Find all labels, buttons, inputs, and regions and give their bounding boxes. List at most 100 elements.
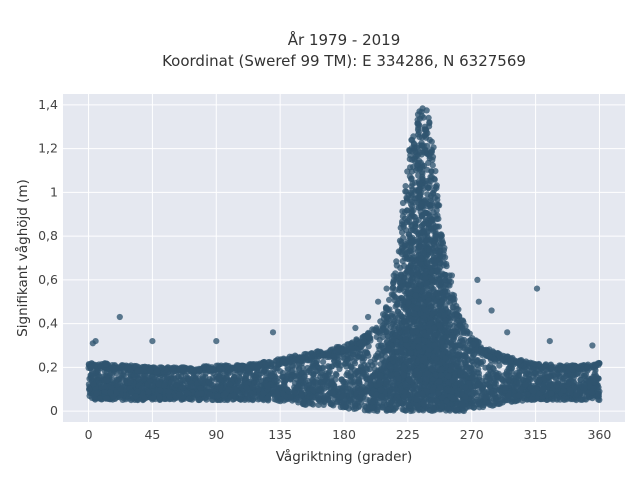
data-point <box>408 335 415 342</box>
data-point <box>399 258 406 265</box>
data-point <box>134 388 141 395</box>
data-point <box>369 404 376 411</box>
data-point <box>453 407 460 414</box>
data-point <box>86 392 93 400</box>
data-point <box>393 338 400 345</box>
data-point <box>249 383 256 390</box>
data-point <box>387 392 394 399</box>
data-point <box>405 401 412 408</box>
data-point <box>354 369 361 376</box>
data-point <box>547 381 554 388</box>
data-point <box>414 248 421 255</box>
data-point <box>405 282 412 289</box>
data-point <box>428 168 435 175</box>
data-point <box>581 381 588 388</box>
data-point <box>405 376 413 383</box>
data-point <box>404 277 411 284</box>
data-point <box>591 370 598 377</box>
data-point <box>420 250 427 257</box>
data-point <box>403 328 411 335</box>
data-point <box>356 350 364 357</box>
data-point <box>472 383 479 390</box>
data-point <box>149 373 156 380</box>
data-point <box>560 387 567 394</box>
data-point <box>428 392 435 399</box>
data-point <box>101 388 108 395</box>
data-point <box>341 360 348 367</box>
data-point <box>389 336 396 343</box>
data-point <box>150 395 157 402</box>
data-point <box>468 396 475 403</box>
data-point <box>530 388 537 395</box>
data-point <box>320 358 327 365</box>
data-point <box>491 381 498 388</box>
data-point <box>567 387 574 394</box>
data-point <box>489 370 496 377</box>
data-point <box>436 378 443 385</box>
data-point <box>309 394 316 401</box>
data-point <box>166 393 174 400</box>
data-point <box>421 270 429 277</box>
data-point <box>392 405 399 412</box>
data-point <box>487 375 494 382</box>
data-point <box>453 328 460 335</box>
data-point <box>329 389 336 396</box>
data-point <box>445 309 452 316</box>
data-point <box>315 395 322 402</box>
data-point <box>583 393 590 400</box>
data-point <box>301 373 308 380</box>
data-point <box>431 240 438 247</box>
data-point <box>516 380 523 387</box>
data-point <box>160 382 168 389</box>
data-point <box>284 386 291 393</box>
data-point <box>578 396 585 403</box>
data-point <box>413 396 420 403</box>
data-point <box>412 228 420 235</box>
data-point <box>457 369 464 376</box>
data-point <box>408 270 415 277</box>
data-point <box>418 222 426 229</box>
data-point <box>138 385 146 392</box>
data-point <box>411 383 418 390</box>
data-point <box>415 180 423 187</box>
data-point <box>433 372 440 379</box>
data-point <box>449 334 456 341</box>
data-point <box>482 364 489 371</box>
data-point <box>425 383 432 390</box>
data-point <box>462 371 469 378</box>
data-point <box>274 378 281 385</box>
data-point <box>367 375 374 382</box>
data-point <box>469 374 476 381</box>
data-point <box>570 378 578 386</box>
data-point <box>399 406 406 413</box>
data-point <box>428 276 435 283</box>
data-point <box>135 375 142 383</box>
data-point <box>499 399 506 406</box>
data-point <box>117 386 124 393</box>
data-point <box>433 397 440 405</box>
data-point <box>474 369 481 376</box>
data-point <box>407 242 414 249</box>
data-point <box>342 384 349 391</box>
data-point <box>173 378 180 385</box>
data-point <box>402 246 409 253</box>
data-point <box>374 401 381 409</box>
data-point <box>421 293 428 300</box>
data-point <box>333 371 340 378</box>
data-point <box>443 397 450 405</box>
data-point <box>364 366 371 373</box>
data-point <box>463 403 470 410</box>
data-point <box>436 316 443 323</box>
data-point <box>175 373 182 380</box>
data-point <box>238 384 245 391</box>
data-point <box>344 369 351 376</box>
data-point <box>304 364 311 372</box>
data-point <box>573 391 580 398</box>
data-point <box>522 370 530 378</box>
data-point <box>93 390 100 397</box>
data-point <box>348 396 355 403</box>
data-point <box>353 405 360 412</box>
data-point <box>267 369 275 376</box>
data-point <box>414 238 421 245</box>
